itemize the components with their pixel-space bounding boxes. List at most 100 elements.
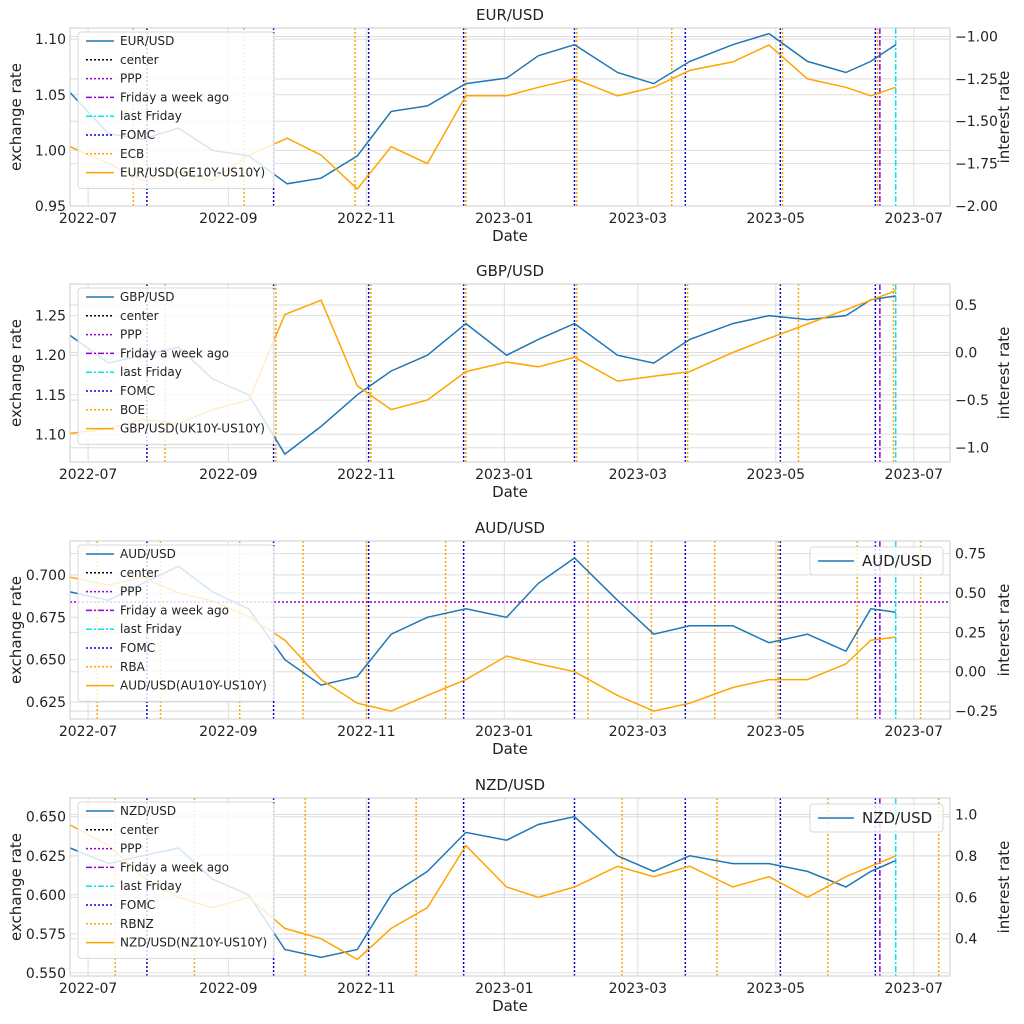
y-tick-right: 0.8	[955, 849, 977, 865]
legend-label: NZD/USD(NZ10Y-US10Y)	[120, 936, 267, 950]
legend-label: GBP/USD	[120, 290, 174, 304]
y-axis-label-left: exchange rate	[7, 63, 25, 171]
y-tick-left: 1.25	[35, 309, 66, 325]
legend-label: last Friday	[120, 879, 182, 893]
legend-label: center	[120, 823, 159, 837]
y-tick-right: 0.25	[955, 625, 986, 641]
y-tick-right: 0.5	[955, 298, 977, 314]
legend-label: last Friday	[120, 109, 182, 123]
legend-label: center	[120, 309, 159, 323]
x-tick-label: 2023-05	[747, 467, 806, 483]
x-tick-label: 2022-11	[337, 981, 396, 997]
y-tick-left: 0.95	[35, 199, 66, 215]
legend-label: last Friday	[120, 365, 182, 379]
x-axis-label: Date	[492, 997, 528, 1015]
x-tick-label: 2023-07	[885, 981, 944, 997]
y-tick-left: 0.650	[26, 653, 66, 669]
x-tick-label: 2022-07	[59, 211, 118, 227]
y-tick-right: −0.5	[955, 393, 989, 409]
legend-label: Friday a week ago	[120, 603, 229, 617]
y-tick-left: 0.575	[26, 927, 66, 943]
y-axis-label-left: exchange rate	[7, 833, 25, 941]
panel-nzd-usd: 0.550 0.575 0.600 0.625 0.650 0.4 0.6 0.8 1.0 202…	[7, 776, 1013, 1015]
y-tick-right: −1.50	[955, 114, 998, 130]
x-tick-label: 2023-07	[885, 467, 944, 483]
y-tick-left: 1.00	[35, 143, 66, 159]
y-tick-right: 0.6	[955, 890, 977, 906]
chart-title: AUD/USD	[475, 519, 545, 537]
x-tick-label: 2022-07	[59, 724, 118, 740]
x-tick-label: 2023-03	[609, 724, 668, 740]
panel-gbp-usd: 1.10 1.15 1.20 1.25 −1.0 −0.5 0.0 0.5 2022-07 202…	[7, 262, 1013, 501]
legend-label: RBNZ	[120, 917, 154, 931]
x-tick-label: 2023-01	[475, 467, 534, 483]
y-tick-left: 1.20	[35, 348, 66, 364]
y-tick-left: 0.675	[26, 610, 66, 626]
x-tick-label: 2023-07	[885, 211, 944, 227]
x-tick-label: 2022-09	[199, 724, 258, 740]
y-tick-left: 0.700	[26, 568, 66, 584]
x-tick-label: 2022-11	[337, 467, 396, 483]
legend-label: PPP	[120, 72, 142, 86]
x-tick-label: 2023-03	[609, 981, 668, 997]
legend-label: Friday a week ago	[120, 90, 229, 104]
panel-aud-usd: 0.625 0.650 0.675 0.700 −0.25 0.00 0.25 0.50 0.7…	[7, 519, 1013, 758]
legend-label: FOMC	[120, 641, 155, 655]
y-tick-left: 0.625	[26, 849, 66, 865]
legend-label: BOE	[120, 403, 145, 417]
plot-frame	[69, 540, 951, 720]
y-axis-label-right: interest rate	[995, 327, 1013, 420]
y-tick-right: 0.75	[955, 547, 986, 563]
legend-label: EUR/USD	[120, 34, 174, 48]
x-axis-label: Date	[492, 483, 528, 501]
legend-label: EUR/USD(GE10Y-US10Y)	[120, 166, 265, 180]
y-tick-left: 0.650	[26, 810, 66, 826]
y-tick-left: 0.550	[26, 966, 66, 982]
plot-frame	[69, 283, 951, 463]
legend-label: PPP	[120, 585, 142, 599]
legend-label: Friday a week ago	[120, 346, 229, 360]
x-tick-label: 2023-01	[475, 211, 534, 227]
y-axis-label-right: interest rate	[995, 584, 1013, 677]
y-tick-right: 0.4	[955, 932, 977, 948]
x-tick-label: 2023-01	[475, 981, 534, 997]
legend-label: AUD/USD	[862, 552, 932, 570]
y-axis-label-left: exchange rate	[7, 576, 25, 684]
legend-label: PPP	[120, 842, 142, 856]
y-tick-right: −2.00	[955, 199, 998, 215]
x-tick-label: 2023-03	[609, 467, 668, 483]
y-tick-right: 0.50	[955, 586, 986, 602]
y-tick-left: 1.10	[35, 427, 66, 443]
x-tick-label: 2022-09	[199, 211, 258, 227]
legend-label: FOMC	[120, 898, 155, 912]
x-tick-label: 2023-03	[609, 211, 668, 227]
y-tick-right: −1.75	[955, 157, 998, 173]
chart-title: NZD/USD	[475, 776, 545, 794]
y-tick-right: −0.25	[955, 704, 998, 720]
x-tick-label: 2023-01	[475, 724, 534, 740]
legend-box	[77, 544, 275, 702]
plot-frame	[69, 797, 951, 977]
legend-box	[77, 287, 275, 445]
legend-label: PPP	[120, 328, 142, 342]
y-tick-left: 1.10	[35, 32, 66, 48]
x-axis-label: Date	[492, 227, 528, 245]
legend-label: AUD/USD(AU10Y-US10Y)	[120, 679, 267, 693]
y-axis-label-right: interest rate	[995, 71, 1013, 164]
x-tick-label: 2023-05	[747, 211, 806, 227]
legend-label: FOMC	[120, 128, 155, 142]
legend-label: FOMC	[120, 384, 155, 398]
legend-label: Friday a week ago	[120, 860, 229, 874]
y-axis-label-right: interest rate	[995, 841, 1013, 934]
chart-title: GBP/USD	[476, 262, 544, 280]
y-tick-right: −1.25	[955, 72, 998, 88]
legend-label: ECB	[120, 147, 144, 161]
legend-label: center	[120, 566, 159, 580]
panel-eur-usd: 0.95 1.00 1.05 1.10 −2.00 −1.75 −1.50 −1.25 −1.0…	[7, 6, 1013, 245]
legend-label: GBP/USD(UK10Y-US10Y)	[120, 422, 265, 436]
legend-box-secondary	[809, 803, 944, 833]
plot-frame	[69, 27, 951, 207]
y-tick-left: 0.600	[26, 888, 66, 904]
legend-label: last Friday	[120, 622, 182, 636]
